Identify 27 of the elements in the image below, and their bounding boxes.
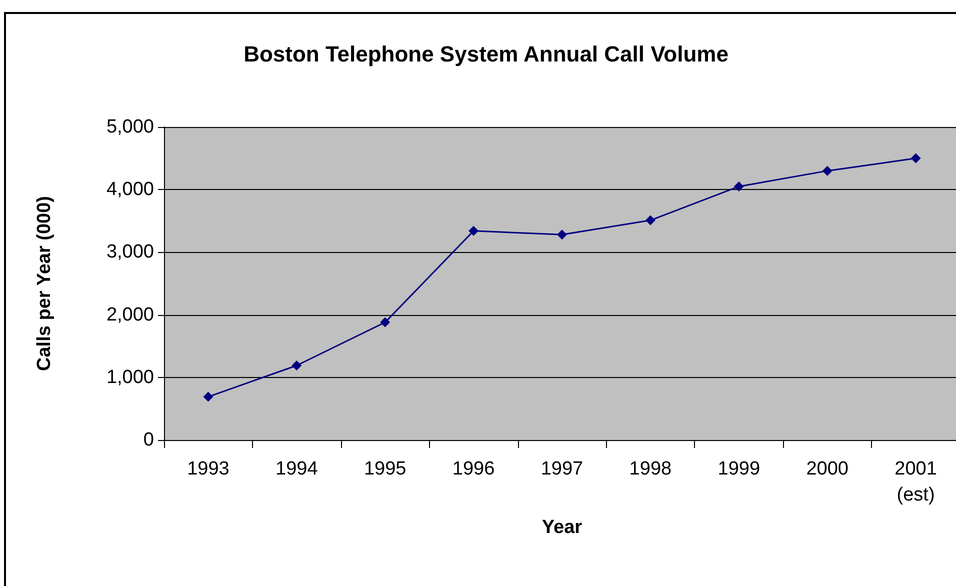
x-tick-label: 1999 [718, 458, 760, 480]
x-tick-label: 1996 [452, 458, 495, 480]
point [468, 226, 479, 236]
point [822, 166, 832, 176]
point [645, 215, 656, 226]
x-tick-label: 2000 [806, 458, 848, 480]
y-tick-label: 5,000 [106, 116, 154, 138]
x-tick-label: 2001 (est) [894, 458, 937, 506]
point [292, 360, 302, 371]
point [203, 392, 214, 402]
y-tick-label: 3,000 [106, 242, 154, 263]
y-tick-label: 4,000 [106, 179, 154, 200]
point [380, 317, 390, 328]
y-tick-label: 1,000 [106, 366, 154, 388]
chart-title: Boston Telephone System Annual Call Volume [244, 42, 728, 66]
x-tick-label: 1994 [276, 458, 318, 480]
y-tick-label: 2,000 [106, 304, 154, 326]
point [557, 230, 567, 240]
point [734, 181, 744, 192]
x-tick-label: 1997 [540, 458, 584, 480]
x-tick-label: 1995 [364, 458, 406, 480]
x-axis-title: Year [542, 517, 583, 538]
x-tick-label: 1998 [629, 458, 672, 480]
y-axis-title: Calls per Year (000) [34, 196, 55, 371]
point [910, 153, 921, 164]
y-tick-label: 0 [143, 430, 154, 450]
x-tick-label: 1993 [187, 458, 230, 480]
